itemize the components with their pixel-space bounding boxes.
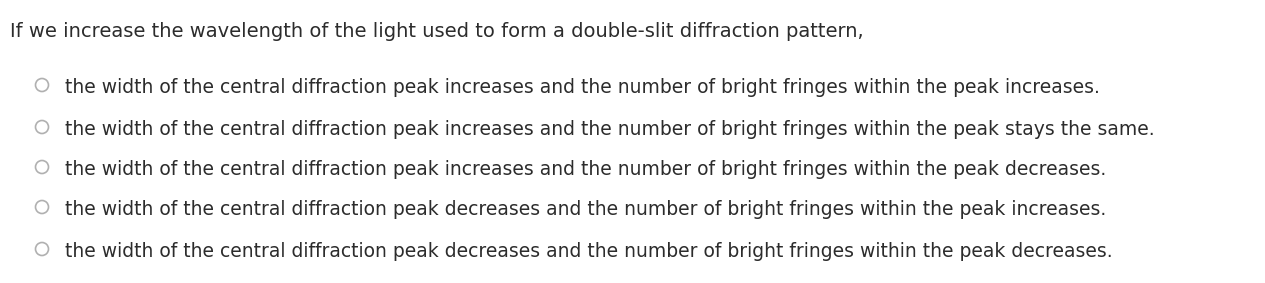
- Text: the width of the central diffraction peak decreases and the number of bright fri: the width of the central diffraction pea…: [65, 242, 1113, 261]
- Text: the width of the central diffraction peak decreases and the number of bright fri: the width of the central diffraction pea…: [65, 200, 1107, 219]
- Text: the width of the central diffraction peak increases and the number of bright fri: the width of the central diffraction pea…: [65, 120, 1155, 139]
- Ellipse shape: [35, 78, 48, 91]
- Ellipse shape: [35, 200, 48, 213]
- Ellipse shape: [35, 160, 48, 173]
- Text: the width of the central diffraction peak increases and the number of bright fri: the width of the central diffraction pea…: [65, 78, 1099, 97]
- Text: the width of the central diffraction peak increases and the number of bright fri: the width of the central diffraction pea…: [65, 160, 1107, 179]
- Text: If we increase the wavelength of the light used to form a double-slit diffractio: If we increase the wavelength of the lig…: [10, 22, 864, 41]
- Ellipse shape: [35, 121, 48, 134]
- Ellipse shape: [35, 243, 48, 256]
